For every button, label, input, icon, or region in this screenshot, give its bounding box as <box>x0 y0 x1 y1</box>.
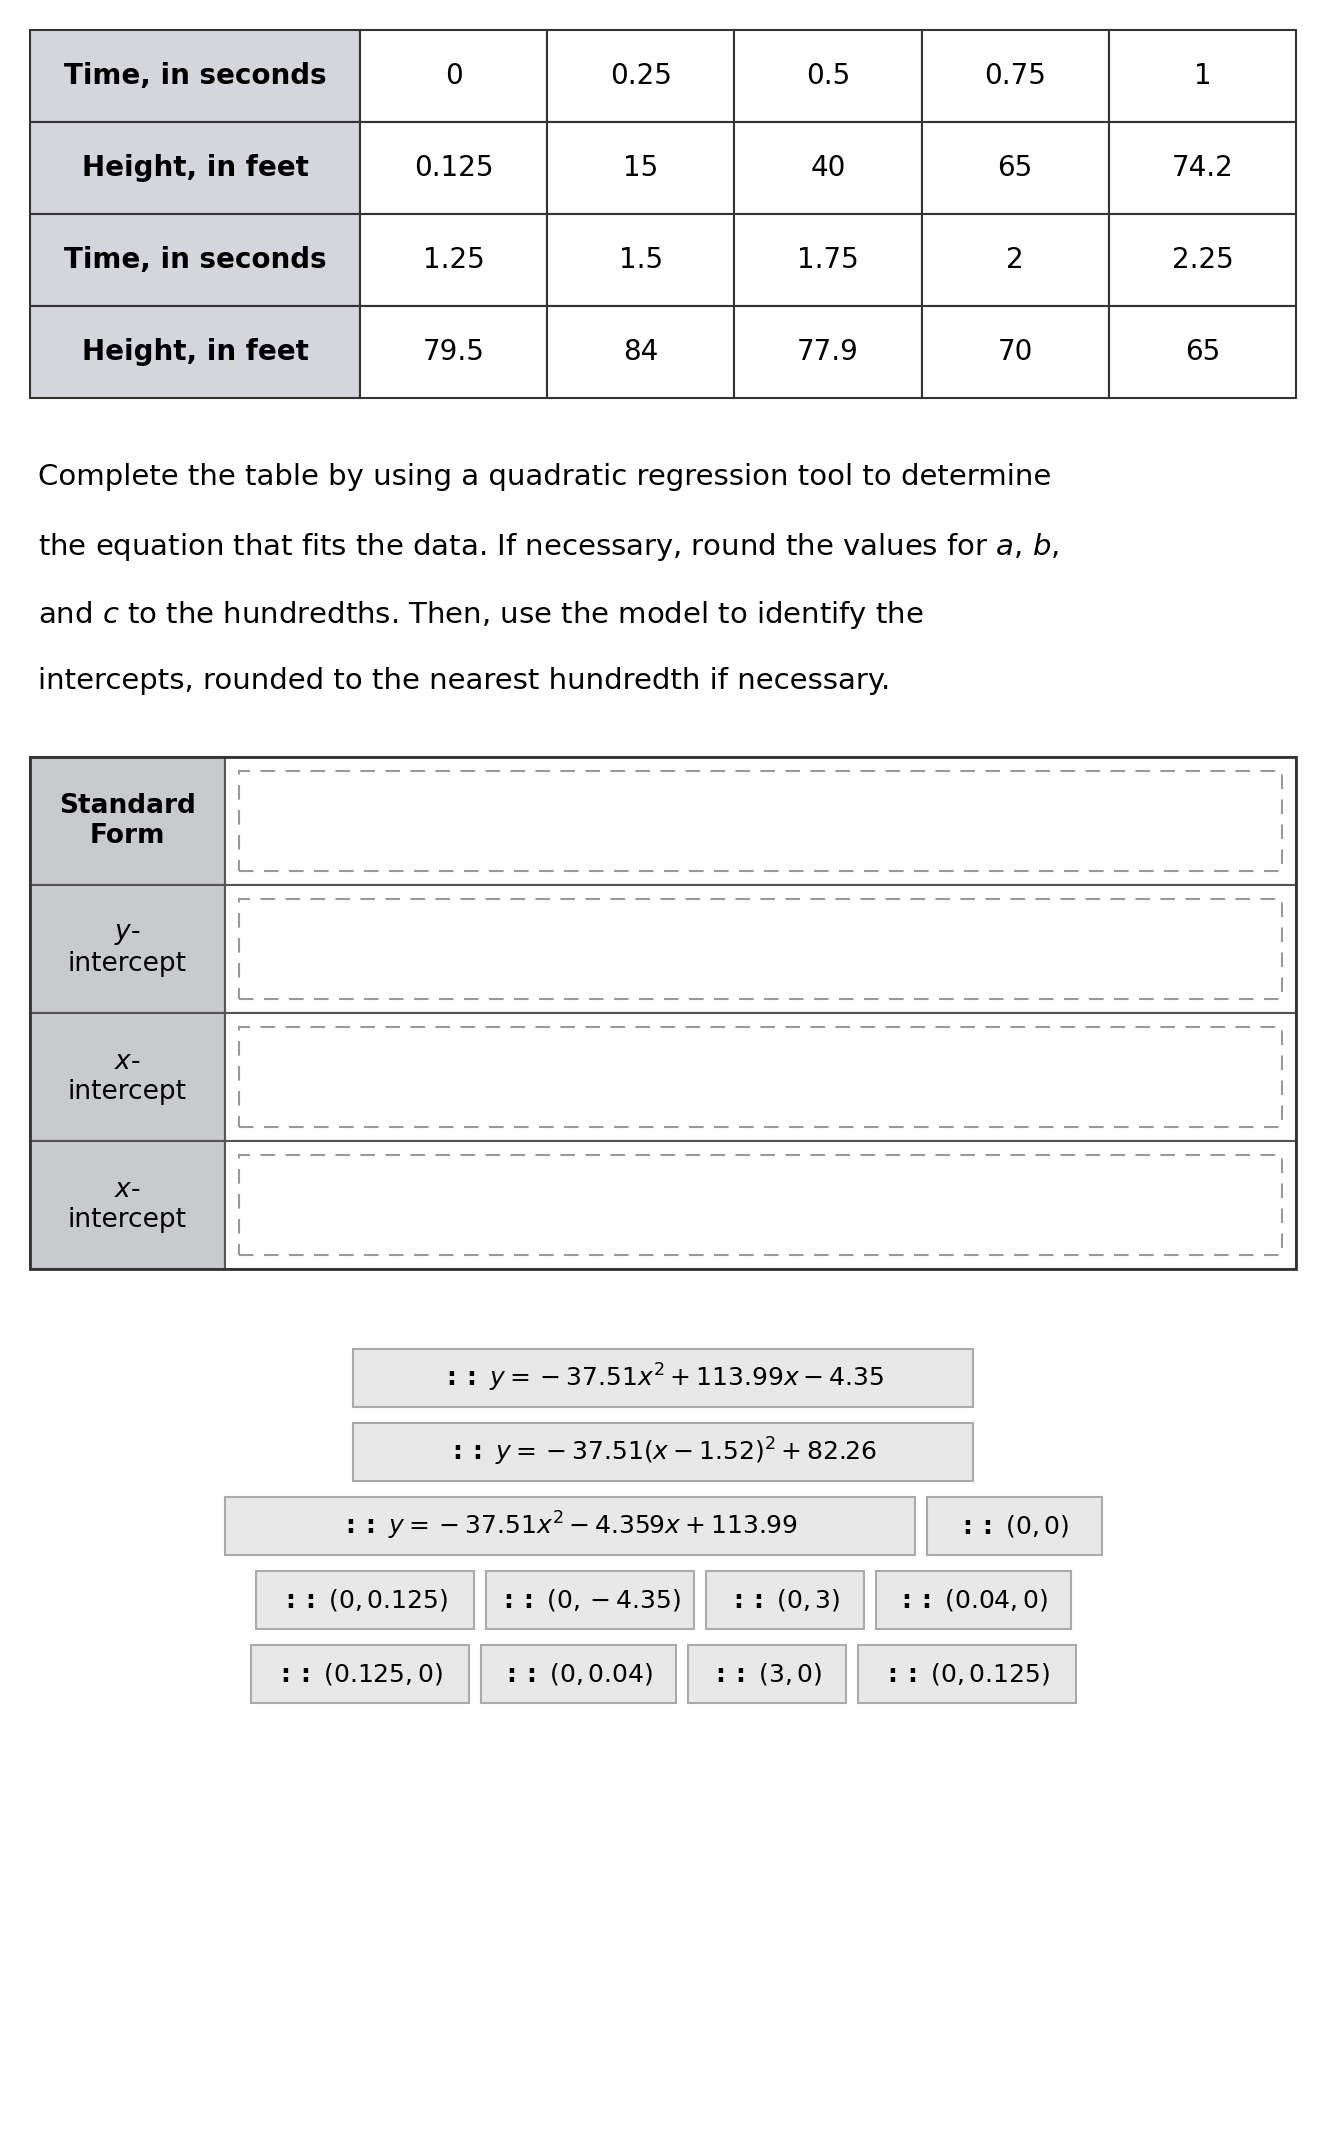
Text: 0.125: 0.125 <box>414 155 493 182</box>
Text: $\mathbf{::}$ $(0, 0)$: $\mathbf{::}$ $(0, 0)$ <box>959 1514 1070 1539</box>
Bar <box>548 307 735 397</box>
Bar <box>30 215 359 307</box>
Bar <box>225 1013 1296 1140</box>
Bar <box>256 1572 473 1630</box>
Text: and $c$ to the hundredths. Then, use the model to identify the: and $c$ to the hundredths. Then, use the… <box>38 599 924 631</box>
Bar <box>30 1140 225 1269</box>
Text: 15: 15 <box>623 155 659 182</box>
Bar <box>1109 307 1296 397</box>
Bar <box>548 30 735 122</box>
Bar <box>548 215 735 307</box>
Bar <box>225 1140 1296 1269</box>
Text: Time, in seconds: Time, in seconds <box>64 247 326 275</box>
Text: 0.5: 0.5 <box>806 62 850 90</box>
Text: 70: 70 <box>997 337 1033 365</box>
Text: 77.9: 77.9 <box>797 337 859 365</box>
Text: $\mathbf{::}$ $(0, 0.04)$: $\mathbf{::}$ $(0, 0.04)$ <box>503 1662 654 1688</box>
Text: 0.75: 0.75 <box>984 62 1046 90</box>
Bar <box>735 122 922 215</box>
Bar <box>485 1572 693 1630</box>
Text: 79.5: 79.5 <box>423 337 484 365</box>
Text: intercepts, rounded to the nearest hundredth if necessary.: intercepts, rounded to the nearest hundr… <box>38 668 890 696</box>
Bar <box>359 215 548 307</box>
Text: 1.75: 1.75 <box>797 247 859 275</box>
Text: 1.5: 1.5 <box>619 247 663 275</box>
Text: 1: 1 <box>1193 62 1211 90</box>
Bar <box>30 122 359 215</box>
Text: 65: 65 <box>997 155 1033 182</box>
Text: 40: 40 <box>810 155 846 182</box>
Bar <box>1109 30 1296 122</box>
Bar <box>927 1496 1102 1554</box>
Bar <box>30 30 359 122</box>
Bar <box>922 30 1109 122</box>
Text: $y$-
intercept: $y$- intercept <box>68 921 187 977</box>
Bar <box>858 1645 1075 1703</box>
Bar <box>875 1572 1070 1630</box>
Text: $\mathbf{::}$ $(0, 3)$: $\mathbf{::}$ $(0, 3)$ <box>729 1587 841 1612</box>
Bar <box>687 1645 846 1703</box>
Text: Height, in feet: Height, in feet <box>82 337 309 365</box>
Bar <box>239 1026 1282 1127</box>
Bar <box>30 1013 225 1140</box>
Bar <box>359 122 548 215</box>
Text: $\mathbf{::}$ $(0, -4.35)$: $\mathbf{::}$ $(0, -4.35)$ <box>499 1587 680 1612</box>
Text: Height, in feet: Height, in feet <box>82 155 309 182</box>
Text: $\mathbf{::}$ $y = -37.51x^2 + 113.99x - 4.35$: $\mathbf{::}$ $y = -37.51x^2 + 113.99x -… <box>442 1361 884 1393</box>
Bar <box>225 758 1296 885</box>
Bar <box>239 771 1282 872</box>
Text: 1.25: 1.25 <box>423 247 484 275</box>
Text: $\mathbf{::}$ $(0, 0.125)$: $\mathbf{::}$ $(0, 0.125)$ <box>883 1662 1050 1688</box>
Text: $\mathbf{::}$ $y = -37.51x^2 - 4.359x + 113.99$: $\mathbf{::}$ $y = -37.51x^2 - 4.359x + … <box>341 1509 798 1542</box>
Bar <box>225 885 1296 1013</box>
Bar <box>251 1645 468 1703</box>
Text: 0: 0 <box>444 62 463 90</box>
Bar <box>922 215 1109 307</box>
Text: Complete the table by using a quadratic regression tool to determine: Complete the table by using a quadratic … <box>38 464 1052 492</box>
Text: 2: 2 <box>1006 247 1024 275</box>
Bar <box>353 1423 973 1481</box>
Bar <box>30 758 1296 1269</box>
Bar <box>30 885 225 1013</box>
Bar <box>735 215 922 307</box>
Text: $x$-
intercept: $x$- intercept <box>68 1177 187 1232</box>
Bar <box>353 1348 973 1406</box>
Text: Standard
Form: Standard Form <box>60 792 196 848</box>
Text: $\mathbf{::}$ $(0.125, 0)$: $\mathbf{::}$ $(0.125, 0)$ <box>276 1662 443 1688</box>
Bar <box>239 1155 1282 1256</box>
Text: $\mathbf{::}$ $(0, 0.125)$: $\mathbf{::}$ $(0, 0.125)$ <box>281 1587 448 1612</box>
Bar <box>1109 215 1296 307</box>
Text: Time, in seconds: Time, in seconds <box>64 62 326 90</box>
Text: 74.2: 74.2 <box>1172 155 1233 182</box>
Bar <box>922 122 1109 215</box>
Text: 84: 84 <box>623 337 659 365</box>
Text: 2.25: 2.25 <box>1172 247 1233 275</box>
Bar <box>705 1572 863 1630</box>
Bar <box>359 30 548 122</box>
Bar <box>735 30 922 122</box>
Bar <box>922 307 1109 397</box>
Bar <box>480 1645 675 1703</box>
Text: 65: 65 <box>1184 337 1220 365</box>
Text: $\mathbf{::}$ $(0.04, 0)$: $\mathbf{::}$ $(0.04, 0)$ <box>898 1587 1049 1612</box>
Text: $\mathbf{::}$ $(3, 0)$: $\mathbf{::}$ $(3, 0)$ <box>711 1662 822 1688</box>
Bar <box>548 122 735 215</box>
Bar <box>239 900 1282 998</box>
Bar <box>1109 122 1296 215</box>
Bar <box>735 307 922 397</box>
Text: the equation that fits the data. If necessary, round the values for $a$, $b$,: the equation that fits the data. If nece… <box>38 530 1059 563</box>
Bar <box>359 307 548 397</box>
Bar <box>30 307 359 397</box>
Text: $\mathbf{::}$ $y = -37.51(x - 1.52)^2 + 82.26$: $\mathbf{::}$ $y = -37.51(x - 1.52)^2 + … <box>448 1436 878 1469</box>
Text: $x$-
intercept: $x$- intercept <box>68 1050 187 1106</box>
Bar <box>30 758 225 885</box>
Bar <box>224 1496 915 1554</box>
Text: 0.25: 0.25 <box>610 62 672 90</box>
